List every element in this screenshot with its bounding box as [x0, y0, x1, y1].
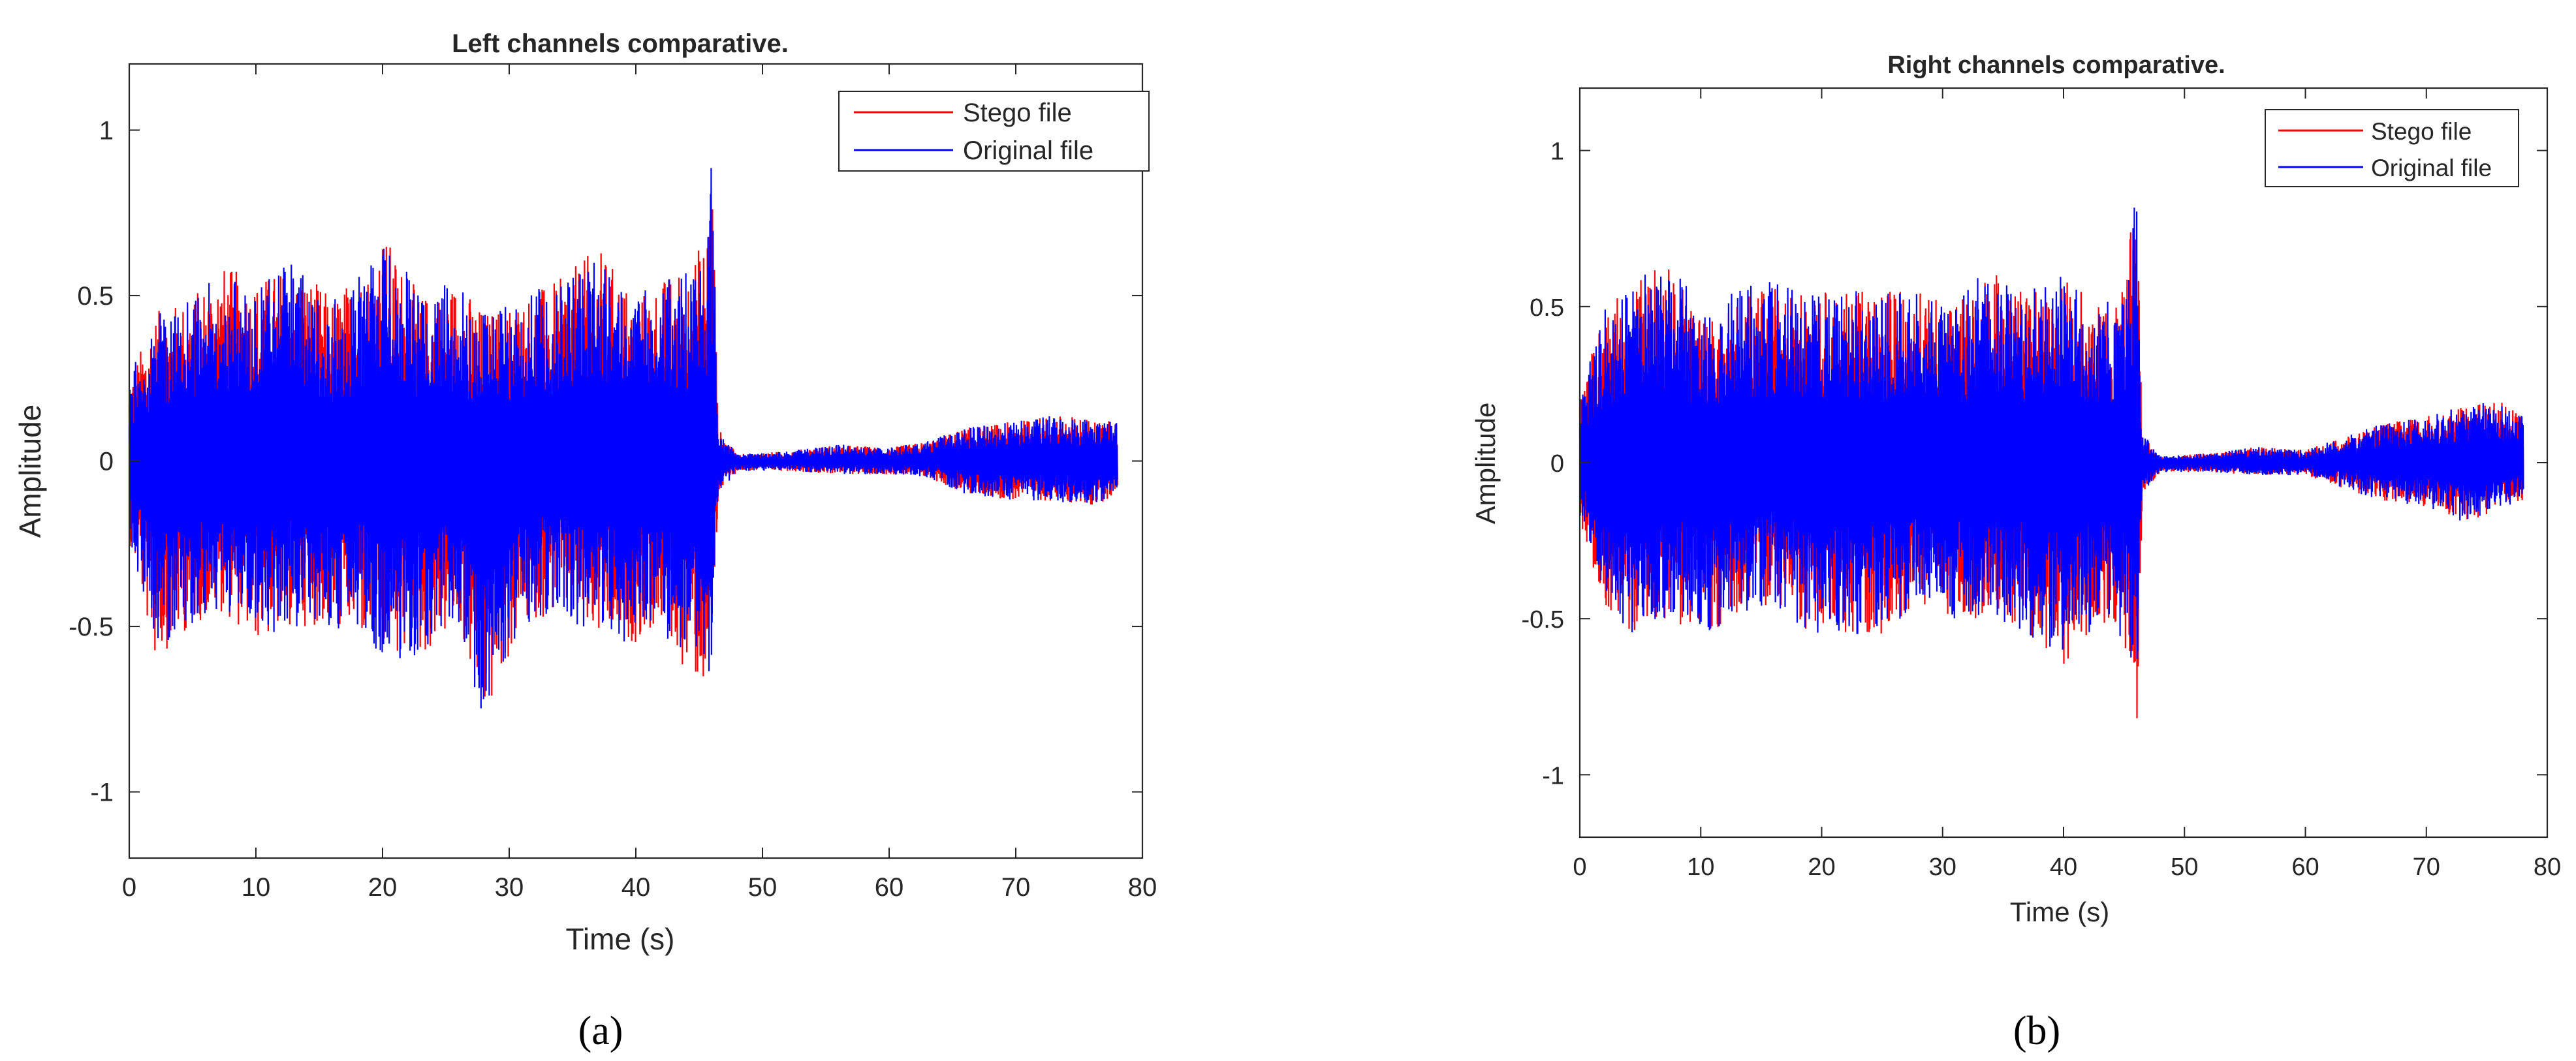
- x-tick-label: 0: [1573, 853, 1586, 881]
- x-tick-label: 30: [495, 873, 524, 902]
- legend-label-stego: Stego file: [963, 99, 1072, 127]
- y-tick-label: -0.5: [69, 613, 114, 641]
- x-tick-label: 40: [621, 873, 651, 902]
- plot-area: 0 10 20 30 40 50 60 70 80 -1 -0.5 0 0.5 1: [1522, 87, 2561, 881]
- chart-title: Right channels comparative.: [1887, 52, 2225, 79]
- panel-caption: (b): [2013, 1009, 2060, 1053]
- y-tick-label: 0.5: [77, 282, 114, 311]
- y-tick-label: 1: [1550, 138, 1564, 166]
- x-tick-label: 30: [1929, 853, 1956, 881]
- x-tick-label: 10: [242, 873, 271, 902]
- y-tick-label: 0: [1550, 450, 1564, 478]
- legend-box: [2265, 109, 2519, 187]
- legend-label-stego: Stego file: [2371, 118, 2472, 145]
- x-tick-label: 10: [1687, 853, 1714, 881]
- y-tick-label: -1: [90, 778, 114, 807]
- y-tick-label: 0: [99, 448, 114, 476]
- chart-title: Left channels comparative.: [452, 29, 789, 58]
- y-axis-label: Amplitude: [13, 405, 47, 538]
- x-tick-label: 70: [1001, 873, 1031, 902]
- y-tick-label: -1: [1542, 762, 1564, 790]
- x-axis-label: Time (s): [566, 922, 675, 956]
- legend-label-original: Original file: [2371, 155, 2492, 181]
- x-tick-label: 80: [1128, 873, 1157, 902]
- x-tick-label: 60: [875, 873, 904, 902]
- y-axis-label: Amplitude: [1470, 403, 1501, 525]
- x-tick-label: 70: [2413, 853, 2440, 881]
- chart-right-channels: Right channels comparative. 0 10 20 30 40 50 6…: [1470, 52, 2561, 1053]
- x-tick-label: 20: [1808, 853, 1835, 881]
- series-line-original-file: [1579, 208, 2524, 660]
- x-tick-label: 80: [2534, 853, 2561, 881]
- panel-caption: (a): [578, 1009, 623, 1053]
- legend: Stego file Original file: [838, 91, 1150, 172]
- x-tick-label: 0: [122, 873, 136, 902]
- x-axis-label: Time (s): [2010, 897, 2109, 927]
- x-tick-label: 40: [2050, 853, 2077, 881]
- y-tick-label: 1: [99, 116, 114, 145]
- y-tick-label: -0.5: [1522, 606, 1564, 634]
- x-tick-label: 20: [368, 873, 398, 902]
- y-tick-label: 0.5: [1530, 294, 1564, 322]
- x-tick-label: 50: [748, 873, 778, 902]
- x-tick-label: 50: [2171, 853, 2198, 881]
- plot-area: 0 10 20 30 40 50 60 70 80 -1 -0.5 0 0.5 1: [69, 63, 1157, 902]
- x-tick-label: 60: [2291, 853, 2319, 881]
- legend: Stego file Original file: [2265, 109, 2519, 187]
- series-line-original-file: [128, 168, 1118, 709]
- chart-left-channels: Left channels comparative. 0 10 20 30 40 50 60…: [13, 29, 1157, 1053]
- legend-box: [838, 91, 1150, 172]
- legend-label-original: Original file: [963, 136, 1093, 165]
